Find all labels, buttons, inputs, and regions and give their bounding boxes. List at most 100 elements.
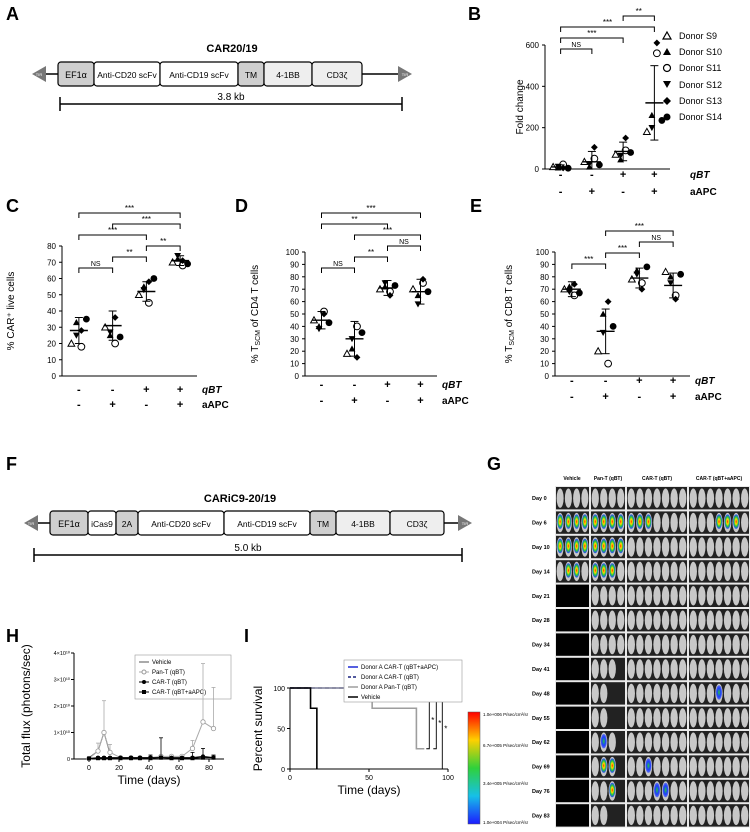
day-label: Day 10	[532, 545, 550, 551]
mouse-silhouette	[689, 781, 697, 801]
qbt-sign: -	[111, 384, 115, 396]
legend-label: Donor S12	[679, 80, 722, 90]
mouse-silhouette	[679, 586, 687, 606]
y-tick-label: 70	[47, 258, 56, 267]
significance-bracket	[321, 267, 355, 273]
y-tick-label: 1×10¹⁰	[54, 730, 71, 737]
data-point	[593, 346, 603, 355]
mouse-silhouette	[670, 659, 678, 679]
construct-f-length: 5.0 kb	[234, 543, 262, 554]
mouse-silhouette	[732, 805, 740, 826]
mouse-silhouette	[644, 781, 653, 801]
mouse-silhouette	[689, 537, 697, 557]
data-point	[564, 164, 572, 172]
aapc-sign: +	[351, 395, 357, 407]
mouse-silhouette	[706, 683, 715, 704]
imaging-row	[556, 755, 749, 778]
day-label: Day 55	[532, 716, 550, 722]
legend-i: Donor A CAR-T (qBT+aAPC) Donor A CAR-T (…	[343, 659, 463, 703]
mouse-silhouette	[698, 512, 706, 533]
empty-cell	[556, 731, 589, 754]
mouse-silhouette	[723, 634, 732, 655]
mouse-silhouette	[591, 708, 599, 728]
mouse-silhouette	[564, 488, 572, 508]
y-tick-label: 30	[47, 323, 56, 332]
significance-bracket	[145, 245, 181, 251]
mouse-silhouette	[689, 659, 697, 679]
column-header: Vehicle	[563, 476, 580, 482]
imaging-row	[556, 535, 749, 559]
mouse-silhouette	[723, 610, 732, 630]
mouse-silhouette	[591, 488, 599, 508]
segment-2a-label: 2A	[122, 519, 133, 529]
mouse-silhouette	[706, 537, 715, 557]
mouse-silhouette	[698, 805, 706, 826]
day-label: Day 62	[532, 740, 550, 746]
y-tick-label: 60	[290, 298, 299, 307]
mouse-silhouette	[698, 537, 706, 557]
mouse-silhouette	[653, 561, 661, 582]
mouse-silhouette	[627, 781, 635, 801]
mouse-silhouette	[670, 708, 678, 728]
x-tick-label: 100	[442, 775, 454, 782]
mouse-silhouette	[679, 561, 687, 582]
mouse-silhouette	[698, 610, 706, 630]
significance-label: ***	[383, 226, 392, 235]
imaging-row	[556, 511, 749, 534]
significance-bracket	[560, 37, 624, 43]
image-cell	[591, 657, 625, 681]
data-point	[148, 756, 153, 761]
x-tick-label: 0	[87, 765, 91, 772]
mouse-silhouette	[661, 683, 670, 704]
mouse-silhouette	[591, 781, 599, 801]
mouse-silhouette	[661, 708, 670, 728]
mouse-silhouette	[698, 561, 706, 582]
image-cell	[591, 755, 625, 778]
qbt-sign: +	[620, 169, 626, 181]
data-point	[211, 755, 216, 760]
data-point	[72, 332, 80, 339]
data-point	[190, 756, 195, 761]
aapc-sign: +	[589, 186, 595, 198]
data-point	[609, 323, 617, 330]
bioluminescence-signal	[557, 538, 564, 554]
legend-label: Donor A Pan-T (qBT)	[361, 685, 417, 691]
legend-label: Vehicle	[152, 660, 172, 666]
mouse-silhouette	[689, 561, 697, 582]
mouse-silhouette	[636, 634, 644, 655]
mouse-silhouette	[741, 683, 749, 704]
mouse-silhouette	[723, 659, 732, 679]
image-cell	[591, 584, 625, 607]
tir-left-label: TIR	[28, 521, 35, 526]
mouse-silhouette	[715, 781, 723, 801]
qbt-sign: -	[590, 169, 594, 181]
bioluminescence-signal	[565, 563, 572, 578]
mouse-silhouette	[689, 512, 697, 533]
y-tick-label: 50	[540, 310, 549, 319]
y-tick-label: 0	[535, 165, 540, 174]
mouse-silhouette	[741, 781, 749, 801]
bioluminescence-signal	[645, 758, 652, 773]
y-tick-label: 0	[295, 372, 300, 381]
mouse-silhouette	[636, 586, 644, 606]
mouse-silhouette	[556, 488, 564, 508]
mouse-silhouette	[679, 781, 687, 801]
bioluminescence-signal	[609, 758, 616, 773]
segment-ef1a-label: EF1α	[65, 70, 87, 80]
mouse-silhouette	[689, 756, 697, 777]
mouse-silhouette	[741, 488, 749, 508]
bioluminescence-signal	[645, 514, 652, 529]
image-cell	[556, 535, 589, 559]
aapc-sign: -	[386, 395, 390, 407]
segment-cd3z-label: CD3ζ	[407, 519, 428, 529]
image-cell	[591, 487, 625, 510]
bioluminescence-signal	[573, 563, 580, 578]
mouse-silhouette	[661, 659, 670, 679]
mouse-silhouette	[636, 659, 644, 679]
data-point	[611, 150, 620, 158]
data-point	[118, 756, 123, 761]
mouse-silhouette	[636, 781, 644, 801]
data-point	[358, 329, 366, 336]
segment-41bb-label: 4-1BB	[276, 70, 300, 80]
mouse-silhouette	[591, 659, 599, 679]
